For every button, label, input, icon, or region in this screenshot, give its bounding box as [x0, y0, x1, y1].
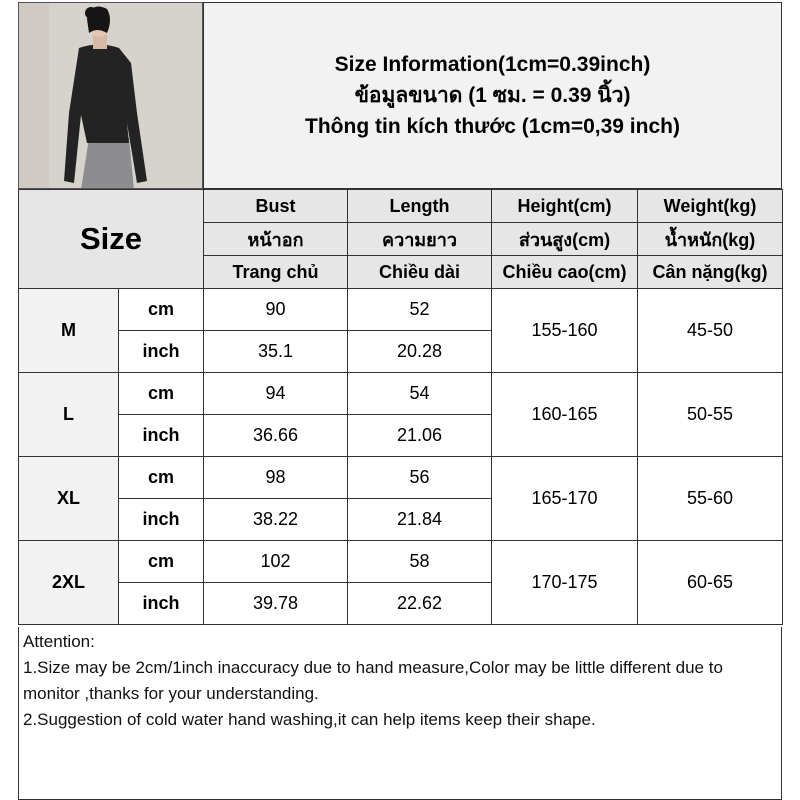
header-weight-vi: Cân nặng(kg)	[637, 255, 783, 289]
table-row-cm: XL cm 98 56 165-170 55-60	[18, 456, 783, 541]
header-length: Length	[347, 189, 492, 223]
weight-range: 55-60	[637, 456, 783, 541]
product-photo	[18, 2, 203, 189]
size-label: M	[18, 288, 119, 373]
unit-inch: inch	[118, 330, 204, 373]
header-length-thai: ความยาว	[347, 222, 492, 256]
length-inch: 21.06	[347, 414, 492, 457]
header-height-vi: Chiều cao(cm)	[491, 255, 638, 289]
bust-cm: 94	[203, 372, 348, 415]
table-row-cm: M cm 90 52 155-160 45-50	[18, 288, 783, 373]
size-table: Size Bust Length Height(cm) Weight(kg) ห…	[18, 189, 783, 625]
length-cm: 56	[347, 456, 492, 499]
bust-inch: 35.1	[203, 330, 348, 373]
header-bust-thai: หน้าอก	[203, 222, 348, 256]
size-info-title: Size Information(1cm=0.39inch) ข้อมูลขนา…	[203, 2, 782, 189]
header-bust: Bust	[203, 189, 348, 223]
unit-cm: cm	[118, 540, 204, 583]
header-row-thai: หน้าอก ความยาว ส่วนสูง(cm) น้ำหนัก(kg)	[19, 222, 783, 256]
size-label: XL	[18, 456, 119, 541]
header-length-vi: Chiều dài	[347, 255, 492, 289]
note-item: 1.Size may be 2cm/1inch inaccuracy due t…	[23, 658, 723, 703]
height-range: 160-165	[491, 372, 638, 457]
length-cm: 52	[347, 288, 492, 331]
length-inch: 21.84	[347, 498, 492, 541]
bust-cm: 90	[203, 288, 348, 331]
table-row-cm: 2XL cm 102 58 170-175 60-65	[18, 540, 783, 625]
length-cm: 54	[347, 372, 492, 415]
header-weight: Weight(kg)	[637, 189, 783, 223]
header-row-english: Size Bust Length Height(cm) Weight(kg)	[18, 189, 783, 289]
header-row-vietnamese: Trang chủ Chiều dài Chiều cao(cm) Cân nặ…	[19, 255, 783, 289]
length-cm: 58	[347, 540, 492, 583]
table-row-inch: inch 39.78 22.62	[19, 582, 783, 625]
bust-inch: 36.66	[203, 414, 348, 457]
weight-range: 60-65	[637, 540, 783, 625]
title-thai: ข้อมูลขนาด (1 ซม. = 0.39 นิ้ว)	[354, 84, 631, 107]
height-range: 165-170	[491, 456, 638, 541]
length-inch: 20.28	[347, 330, 492, 373]
bust-cm: 98	[203, 456, 348, 499]
size-label: L	[18, 372, 119, 457]
unit-inch: inch	[118, 498, 204, 541]
header-height-thai: ส่วนสูง(cm)	[491, 222, 638, 256]
table-row-cm: L cm 94 54 160-165 50-55	[18, 372, 783, 457]
table-row-inch: inch 35.1 20.28	[19, 330, 783, 373]
bust-inch: 38.22	[203, 498, 348, 541]
weight-range: 50-55	[637, 372, 783, 457]
title-vietnamese: Thông tin kích thước (1cm=0,39 inch)	[305, 115, 680, 138]
header-weight-thai: น้ำหนัก(kg)	[637, 222, 783, 256]
height-range: 155-160	[491, 288, 638, 373]
unit-inch: inch	[118, 414, 204, 457]
notes-heading: Attention:	[23, 632, 95, 651]
unit-cm: cm	[118, 372, 204, 415]
note-item: 2.Suggestion of cold water hand washing,…	[23, 710, 596, 729]
model-in-jacket-image	[19, 3, 202, 188]
weight-range: 45-50	[637, 288, 783, 373]
table-row-inch: inch 38.22 21.84	[19, 498, 783, 541]
size-header: Size	[18, 189, 204, 289]
title-english: Size Information(1cm=0.39inch)	[334, 53, 651, 76]
bust-cm: 102	[203, 540, 348, 583]
unit-cm: cm	[118, 288, 204, 331]
bust-inch: 39.78	[203, 582, 348, 625]
unit-cm: cm	[118, 456, 204, 499]
unit-inch: inch	[118, 582, 204, 625]
header-height: Height(cm)	[491, 189, 638, 223]
attention-notes: Attention: 1.Size may be 2cm/1inch inacc…	[18, 627, 782, 800]
height-range: 170-175	[491, 540, 638, 625]
header-bust-vi: Trang chủ	[203, 255, 348, 289]
size-label: 2XL	[18, 540, 119, 625]
length-inch: 22.62	[347, 582, 492, 625]
